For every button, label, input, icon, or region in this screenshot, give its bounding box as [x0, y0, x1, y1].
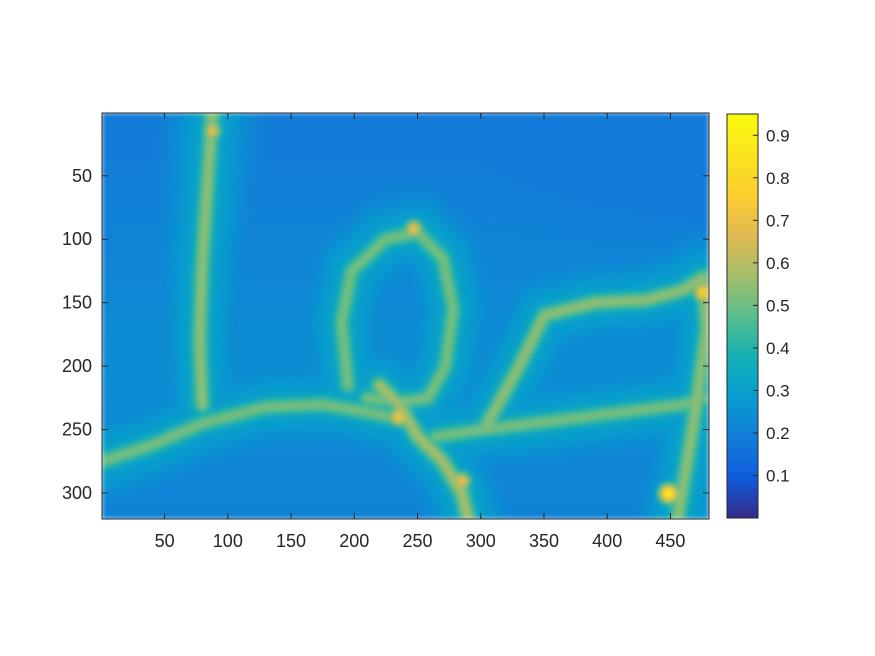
x-tick-label: 450	[655, 531, 685, 551]
colorbar-tick-label: 0.4	[766, 339, 790, 358]
y-tick-label: 200	[62, 356, 92, 376]
colorbar-tick-label: 0.3	[766, 381, 790, 400]
heatmap-image	[102, 113, 709, 519]
colorbar-ticks: 0.1 0.2 0.3 0.4 0.5 0.6 0.7 0.8 0.9	[753, 126, 790, 485]
y-tick-label: 250	[62, 420, 92, 440]
colorbar-tick-label: 0.8	[766, 169, 790, 188]
colorbar-tick-label: 0.1	[766, 466, 790, 485]
plot-frame	[101, 112, 710, 520]
x-tick-label: 300	[466, 531, 496, 551]
x-tick-label: 400	[592, 531, 622, 551]
colorbar-tick-label: 0.6	[766, 254, 790, 273]
y-tick-label: 150	[62, 293, 92, 313]
x-tick-label: 250	[402, 531, 432, 551]
x-tick-label: 200	[339, 531, 369, 551]
y-axis: 50 100 150 200 250 300	[62, 166, 709, 503]
colorbar: 0.1 0.2 0.3 0.4 0.5 0.6 0.7 0.8 0.9	[726, 113, 790, 519]
heatmap	[101, 112, 710, 520]
colorbar-tick-label: 0.2	[766, 424, 790, 443]
x-tick-label: 100	[213, 531, 243, 551]
y-tick-label: 50	[72, 166, 92, 186]
colorbar-tick-label: 0.7	[766, 211, 790, 230]
colorbar-gradient	[727, 114, 758, 518]
x-tick-label: 150	[276, 531, 306, 551]
y-tick-label: 300	[62, 483, 92, 503]
colorbar-frame	[726, 113, 759, 519]
colorbar-tick-label: 0.9	[766, 126, 790, 145]
x-tick-label: 350	[529, 531, 559, 551]
x-axis: 50 100 150 200 250 300 350 400 450	[155, 113, 685, 551]
x-tick-label: 50	[155, 531, 175, 551]
colorbar-tick-label: 0.5	[766, 296, 790, 315]
y-tick-label: 100	[62, 229, 92, 249]
